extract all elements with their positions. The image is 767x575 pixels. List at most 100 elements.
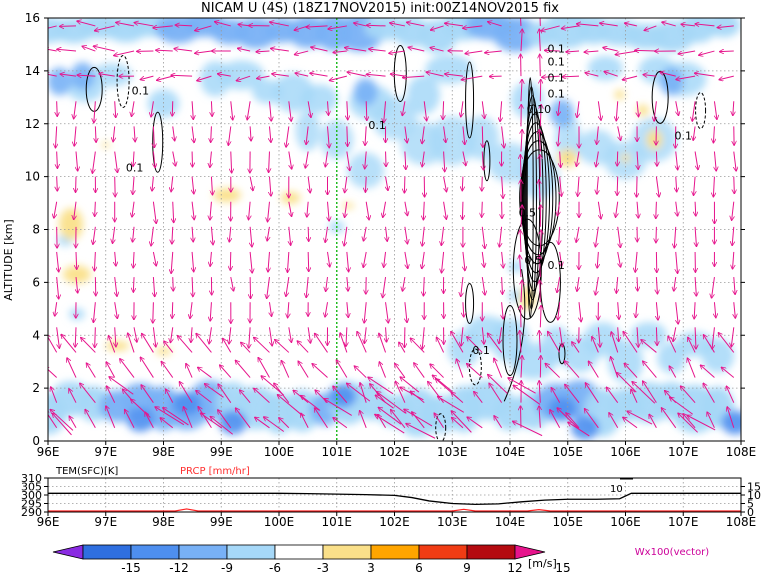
wind-vector — [712, 277, 715, 298]
wind-vector — [152, 201, 156, 224]
wind-vector — [152, 251, 156, 266]
wind-vector — [133, 327, 137, 342]
wind-vector — [379, 362, 387, 378]
wind-vector — [384, 101, 386, 122]
y-tick-label: 14 — [25, 64, 40, 78]
wind-vector — [172, 302, 173, 318]
wind-vector — [414, 363, 425, 378]
wind-vector — [714, 302, 715, 318]
wind-vector — [160, 418, 174, 429]
wind-vector — [520, 330, 521, 353]
shade-blob-positive — [59, 208, 84, 241]
wind-vector — [305, 151, 309, 169]
wind-vector — [261, 376, 284, 396]
wind-vector — [289, 226, 291, 245]
contour-label: 0.1 — [368, 119, 386, 132]
wind-vector — [192, 176, 194, 194]
wind-vector — [456, 359, 464, 378]
shade-blob — [721, 410, 741, 435]
contour — [695, 92, 707, 130]
wind-vector — [379, 333, 387, 353]
x-tick-label: 108E — [726, 445, 757, 459]
wind-vector — [576, 226, 580, 243]
wind-vector — [142, 333, 154, 353]
wind-vector — [218, 384, 232, 403]
wind-vector — [196, 333, 212, 353]
y-axis-label: ALTITUDE [km] — [2, 219, 15, 300]
contour — [393, 45, 407, 103]
wind-vector — [521, 29, 522, 52]
wind-vector — [376, 392, 407, 414]
x-tick-label: 106E — [610, 445, 641, 459]
colorbar-tick-label: 9 — [463, 561, 471, 575]
wind-vector — [354, 23, 367, 27]
wind-vector — [618, 327, 619, 341]
wind-vector — [134, 126, 135, 141]
wind-vector — [172, 226, 173, 244]
wind-vector — [80, 383, 96, 403]
wind-vector — [482, 327, 484, 344]
wind-vector — [482, 201, 483, 218]
wind-vector — [732, 201, 734, 221]
wind-vector — [627, 411, 653, 425]
wind-vector — [733, 101, 734, 115]
wind-vector — [560, 176, 562, 197]
wind-vector — [584, 51, 599, 52]
wind-vector — [287, 251, 288, 272]
wind-vector — [463, 251, 465, 271]
wind-vector — [717, 26, 734, 28]
sub-right-tick-label: 0 — [747, 506, 754, 519]
wind-vector — [368, 377, 394, 395]
wind-vector — [404, 409, 433, 427]
wind-vector — [360, 410, 367, 428]
wind-vector — [434, 413, 445, 429]
x-tick-label: 101E — [322, 445, 353, 459]
shade-blob-positive — [101, 141, 110, 148]
wind-vector — [82, 46, 96, 52]
colorbar-segment — [274, 544, 324, 560]
wind-vector — [211, 226, 213, 245]
wind-vector — [281, 360, 290, 378]
wind-vector — [408, 47, 425, 52]
wind-vector — [695, 201, 696, 216]
wind-vector — [695, 24, 715, 26]
wind-vector — [520, 18, 522, 26]
wind-vector — [540, 280, 541, 303]
colorbar-segment — [370, 544, 420, 560]
wind-vector — [487, 333, 503, 353]
shade-blob — [587, 55, 623, 81]
wind-vector — [566, 51, 580, 52]
wind-vector — [699, 50, 715, 55]
wind-vector — [186, 363, 193, 378]
wind-vector — [92, 151, 96, 174]
wind-vector — [423, 201, 424, 220]
wind-vector — [223, 338, 232, 353]
wind-vector — [676, 251, 678, 274]
colorbar-tick-label: 6 — [415, 561, 423, 575]
contour-label: 0.1 — [547, 71, 565, 84]
wind-vector — [508, 378, 536, 394]
wind-vector — [69, 389, 77, 403]
wind-vector — [152, 176, 153, 191]
y-tick-label: 2 — [32, 381, 40, 395]
wind-vector — [616, 101, 617, 121]
colorbar-unit: [m/s] — [528, 557, 557, 570]
wind-vector — [93, 302, 95, 322]
wind-vector — [693, 176, 695, 196]
colorbar-segment — [82, 544, 132, 560]
wind-vector — [170, 327, 172, 342]
contour-label: 0.1 — [132, 85, 150, 98]
wind-vector — [116, 22, 135, 27]
wind-vector — [288, 151, 292, 170]
shade-blob — [300, 84, 338, 114]
wind-vector — [712, 327, 714, 349]
wind-vector — [609, 413, 619, 429]
wind-vector — [544, 50, 560, 51]
shade-blob — [347, 152, 384, 189]
wind-vector — [615, 50, 638, 55]
wind-vector — [461, 277, 463, 297]
wind-vector — [115, 101, 116, 117]
wind-vector — [597, 251, 598, 268]
contour — [468, 348, 482, 386]
wind-vector — [669, 397, 694, 415]
